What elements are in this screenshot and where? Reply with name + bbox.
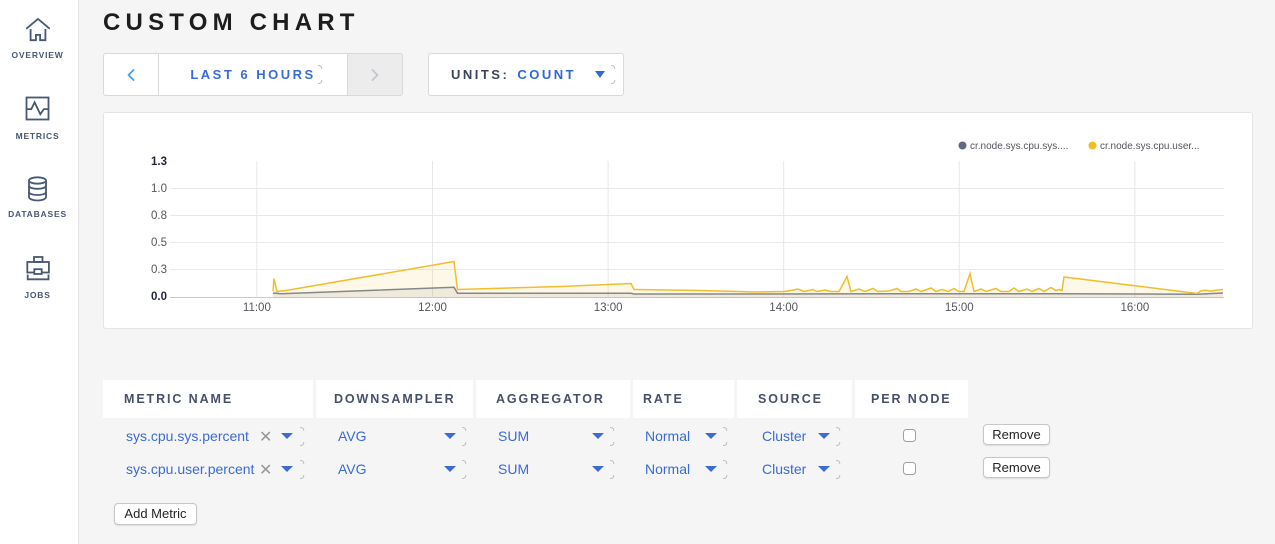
svg-text:0.5: 0.5 — [151, 237, 167, 249]
svg-text:16:00: 16:00 — [1121, 302, 1150, 314]
svg-text:cr.node.sys.cpu.sys....: cr.node.sys.cpu.sys.... — [970, 141, 1068, 152]
svg-text:0.3: 0.3 — [151, 264, 167, 276]
svg-text:11:00: 11:00 — [243, 302, 271, 314]
svg-text:1.0: 1.0 — [151, 183, 167, 195]
svg-text:0.0: 0.0 — [151, 291, 167, 303]
svg-text:15:00: 15:00 — [945, 302, 974, 314]
svg-text:1.3: 1.3 — [151, 156, 167, 168]
svg-text:12:00: 12:00 — [418, 302, 447, 314]
svg-text:14:00: 14:00 — [769, 302, 798, 314]
svg-text:0.8: 0.8 — [151, 210, 167, 222]
svg-text:cr.node.sys.cpu.user...: cr.node.sys.cpu.user... — [1100, 141, 1200, 152]
svg-text:13:00: 13:00 — [594, 302, 623, 314]
